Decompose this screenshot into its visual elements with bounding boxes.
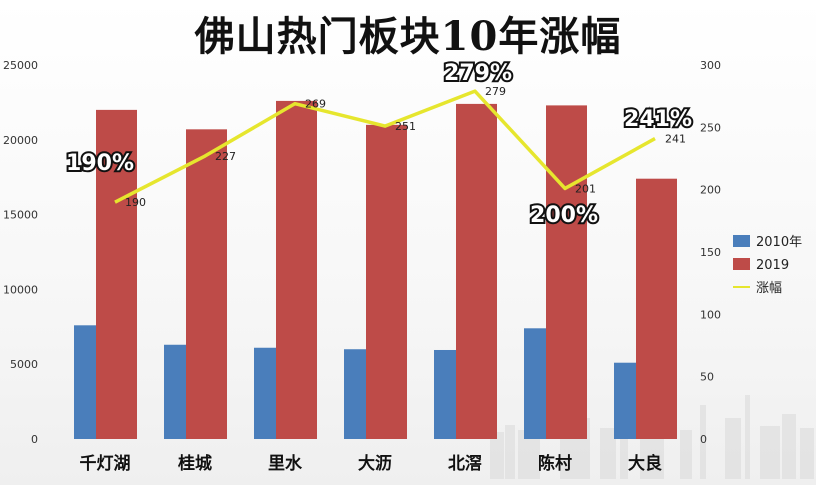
legend-swatch: [733, 258, 750, 270]
bar-2010: [524, 328, 546, 439]
bar-2019: [456, 103, 497, 440]
bar-2010: [164, 344, 186, 439]
skyline-building: [505, 425, 515, 479]
line-data-label: 201: [575, 182, 596, 195]
skyline-building: [518, 430, 540, 479]
growth-line: [114, 89, 656, 204]
skyline-building: [800, 428, 814, 479]
chart-title: 佛山热门板块10年涨幅: [194, 13, 622, 60]
value-callout: 190%: [66, 151, 134, 176]
line-data-label: 190: [125, 196, 146, 209]
legend-label: 2010年: [756, 235, 802, 250]
skyline-building: [760, 426, 780, 479]
x-category-label: 陈村: [538, 453, 572, 474]
y-left-tick-label: 5000: [10, 358, 38, 371]
y-left-tick-label: 10000: [3, 283, 38, 296]
x-category-label: 桂城: [177, 453, 212, 474]
skyline-building: [725, 418, 741, 479]
y-right-tick-label: 100: [700, 308, 721, 321]
y-left-tick-label: 20000: [3, 134, 38, 147]
line-data-label: 279: [485, 85, 506, 98]
x-category-label: 千灯湖: [80, 454, 131, 474]
y-right-tick-label: 50: [700, 371, 714, 384]
line-data-label: 241: [665, 133, 686, 146]
value-callout: 200%: [530, 203, 598, 228]
bar-2010: [74, 325, 96, 439]
y-left-tick-label: 25000: [3, 59, 38, 72]
x-category-label: 大沥: [358, 453, 392, 474]
y-right-tick-label: 300: [700, 59, 721, 72]
bar-2019: [366, 124, 407, 439]
y-right-tick-label: 200: [700, 184, 721, 197]
bar-2010: [254, 347, 276, 439]
y-left-tick-label: 15000: [3, 209, 38, 222]
legend-label: 2019: [756, 258, 789, 273]
y-left-tick-label: 0: [31, 433, 38, 446]
line-data-label: 251: [395, 120, 416, 133]
y-right-tick-label: 0: [700, 433, 707, 446]
skyline-building: [620, 410, 628, 479]
y-right-tick-label: 250: [700, 121, 721, 134]
bar-2010: [434, 349, 456, 439]
x-category-label: 北滘: [448, 454, 482, 474]
line-data-label: 227: [215, 150, 236, 163]
y-right-tick-label: 150: [700, 246, 721, 259]
skyline-building: [600, 428, 616, 479]
bar-2019: [186, 129, 227, 439]
skyline-building: [490, 432, 504, 479]
skyline-building: [745, 395, 750, 479]
bar-2019: [276, 100, 317, 440]
bar-2019: [96, 109, 137, 439]
value-callout: 241%: [624, 107, 692, 132]
bar-2010: [614, 362, 636, 439]
skyline-building: [680, 430, 692, 479]
bar-2010: [344, 349, 366, 439]
x-category-label: 里水: [268, 453, 303, 474]
line-data-label: 269: [305, 98, 326, 111]
skyline-building: [782, 414, 796, 479]
legend-swatch: [733, 235, 750, 247]
bar-2019: [636, 178, 677, 440]
legend-label: 涨幅: [756, 281, 782, 296]
bar-2019: [546, 105, 587, 439]
value-callout: 279%: [444, 61, 512, 86]
x-category-label: 大良: [628, 453, 662, 474]
skyline-building: [700, 405, 706, 479]
